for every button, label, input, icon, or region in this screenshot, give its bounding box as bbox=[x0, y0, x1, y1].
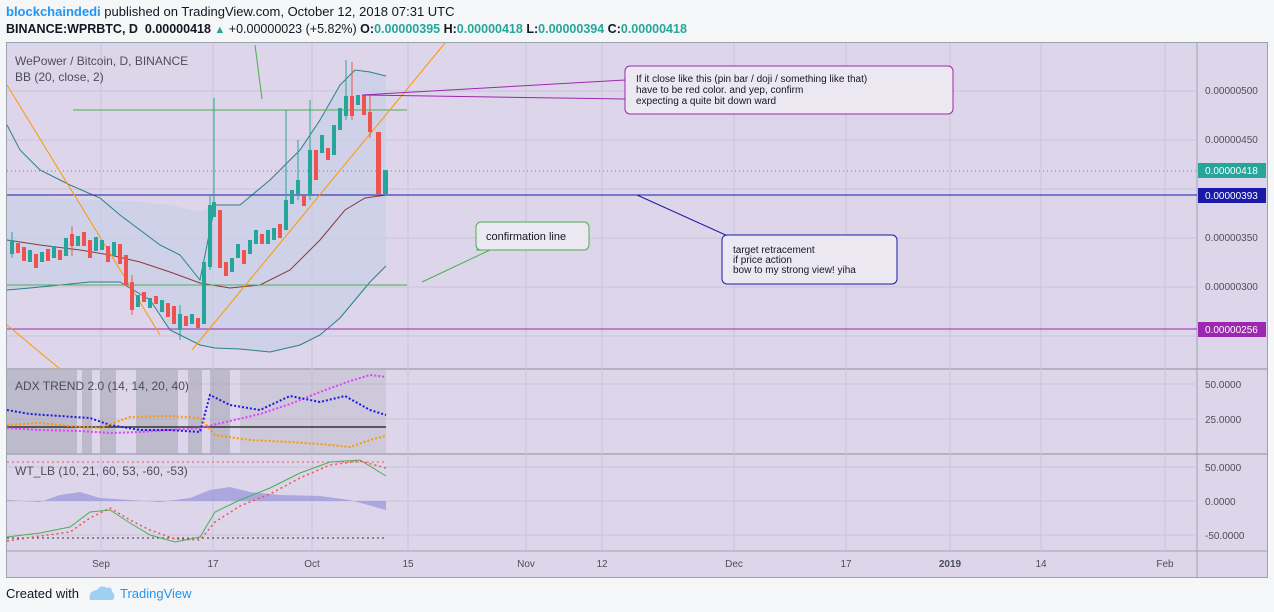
grid bbox=[7, 43, 1197, 551]
callout-3-line-2: if price action bbox=[733, 255, 792, 266]
callout-3-line-3: bow to my strong view! yiha bbox=[733, 265, 856, 276]
created-with-label: Created with bbox=[6, 586, 79, 601]
open-value: 0.00000395 bbox=[374, 22, 441, 36]
callout-3-pointer bbox=[636, 194, 755, 238]
uptrend-line[interactable] bbox=[191, 42, 446, 351]
support-line-badge bbox=[1198, 322, 1266, 337]
bb-lower bbox=[6, 265, 387, 353]
callout-2-box[interactable] bbox=[475, 221, 590, 251]
up-arrow-icon: ▲ bbox=[214, 24, 226, 36]
time-axis[interactable]: Sep 17 Oct 15 Nov 12 Dec 17 2019 14 Feb bbox=[92, 559, 1174, 570]
close-label: C: bbox=[607, 22, 621, 36]
tradingview-link[interactable]: TradingView bbox=[120, 586, 192, 601]
target-line-badge bbox=[1198, 188, 1266, 203]
callout-1-line-3: expecting a quite bit down ward bbox=[636, 96, 776, 107]
close-value: 0.00000418 bbox=[620, 22, 687, 36]
last-price-badge-text: 0.00000418 bbox=[1205, 166, 1258, 177]
adx-tick-50: 50.0000 bbox=[1205, 380, 1242, 391]
adx-line bbox=[6, 373, 387, 435]
green-marker[interactable] bbox=[254, 44, 263, 100]
adx-bars bbox=[7, 370, 386, 454]
wt-tick-neg50: -50.0000 bbox=[1205, 531, 1245, 542]
footer: Created with TradingView bbox=[6, 586, 192, 601]
x-tick-2019: 2019 bbox=[939, 559, 962, 570]
callout-3-box[interactable] bbox=[721, 234, 898, 285]
high-label: H: bbox=[443, 22, 457, 36]
x-tick-sep: Sep bbox=[92, 559, 110, 570]
downtrend-line-2[interactable] bbox=[6, 324, 61, 370]
wt-histogram bbox=[7, 487, 386, 510]
x-tick-12: 12 bbox=[596, 559, 608, 570]
publish-info: published on TradingView.com, October 12… bbox=[100, 4, 455, 19]
plus-di-line bbox=[6, 393, 387, 434]
downtrend-line[interactable] bbox=[6, 84, 161, 336]
callout-3-line-1: target retracement bbox=[733, 245, 815, 256]
publish-header: blockchaindedi published on TradingView.… bbox=[6, 4, 455, 19]
callout-1-line-1: If it close like this (pin bar / doji / … bbox=[636, 74, 867, 85]
symbol-label: BINANCE:WPRBTC, D bbox=[6, 22, 138, 36]
y-tick-450: 0.00000450 bbox=[1205, 135, 1258, 146]
main-pane-title[interactable]: WePower / Bitcoin, D, BINANCE bbox=[15, 54, 188, 68]
last-price-badge bbox=[1198, 163, 1266, 178]
callout-2-pointer bbox=[421, 249, 491, 283]
price-change: +0.00000023 (+5.82%) bbox=[228, 22, 357, 36]
high-value: 0.00000418 bbox=[456, 22, 523, 36]
callout-1-line-2: have to be red color. and yep, confirm bbox=[636, 85, 803, 96]
minus-di-line bbox=[6, 414, 387, 449]
x-tick-oct: Oct bbox=[304, 559, 320, 570]
symbol-info-line: BINANCE:WPRBTC, D 0.00000418 ▲ +0.000000… bbox=[6, 22, 687, 36]
y-tick-300: 0.00000300 bbox=[1205, 282, 1258, 293]
callout-1-box[interactable] bbox=[624, 65, 954, 115]
low-value: 0.00000394 bbox=[538, 22, 605, 36]
low-label: L: bbox=[526, 22, 539, 36]
x-tick-17: 17 bbox=[207, 559, 219, 570]
bb-legend[interactable]: BB (20, close, 2) bbox=[15, 70, 104, 84]
adx-legend[interactable]: ADX TREND 2.0 (14, 14, 20, 40) bbox=[15, 379, 189, 393]
last-price: 0.00000418 bbox=[144, 22, 211, 36]
bb-upper bbox=[6, 69, 387, 282]
tradingview-logo-icon bbox=[89, 586, 115, 600]
candles bbox=[10, 60, 388, 340]
y-tick-500: 0.00000500 bbox=[1205, 86, 1258, 97]
x-tick-17b: 17 bbox=[840, 559, 852, 570]
wt-tick-0: 0.0000 bbox=[1205, 497, 1236, 508]
support-line-badge-text: 0.00000256 bbox=[1205, 325, 1258, 336]
open-label: O: bbox=[360, 22, 375, 36]
x-tick-14: 14 bbox=[1035, 559, 1047, 570]
x-tick-nov: Nov bbox=[517, 559, 535, 570]
x-tick-15: 15 bbox=[402, 559, 414, 570]
target-line-badge-text: 0.00000393 bbox=[1205, 191, 1258, 202]
wt-legend[interactable]: WT_LB (10, 21, 60, 53, -60, -53) bbox=[15, 464, 188, 478]
x-tick-dec: Dec bbox=[725, 559, 743, 570]
y-tick-350: 0.00000350 bbox=[1205, 233, 1258, 244]
wt2-line bbox=[6, 460, 387, 542]
x-tick-feb: Feb bbox=[1156, 559, 1174, 570]
callout-2-text: confirmation line bbox=[486, 231, 566, 243]
bb-fill bbox=[7, 70, 386, 352]
adx-tick-25: 25.0000 bbox=[1205, 415, 1242, 426]
price-axis[interactable]: 0.00000500 0.00000450 0.00000350 0.00000… bbox=[1205, 86, 1258, 293]
author-link[interactable]: blockchaindedi bbox=[6, 4, 101, 19]
wt-tick-50: 50.0000 bbox=[1205, 463, 1242, 474]
